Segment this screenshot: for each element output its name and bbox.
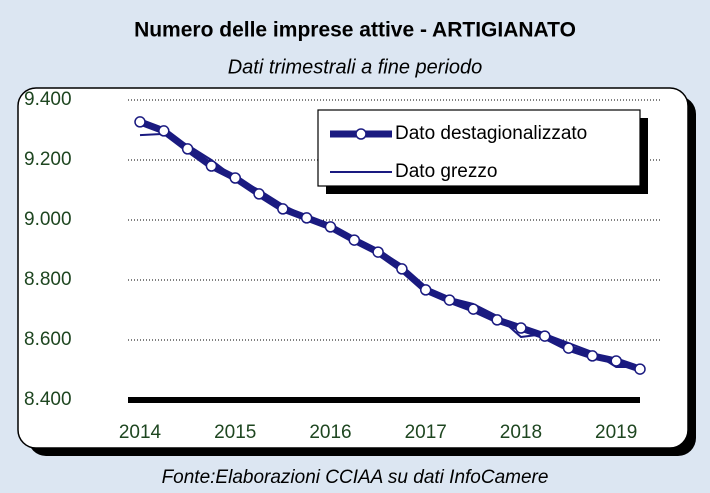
y-tick-label: 9.400	[24, 89, 72, 110]
legend-marker	[356, 129, 366, 139]
data-point	[445, 295, 455, 305]
data-point	[373, 247, 383, 257]
data-point	[397, 264, 407, 274]
x-tick-label: 2019	[595, 422, 637, 443]
data-point	[230, 173, 240, 183]
data-point	[564, 343, 574, 353]
source-note: Fonte:Elaborazioni CCIAA su dati InfoCam…	[162, 467, 549, 488]
y-tick-label: 9.000	[24, 209, 72, 230]
data-point	[159, 126, 169, 136]
chart: Numero delle imprese attive - ARTIGIANAT…	[0, 0, 710, 493]
data-point	[587, 351, 597, 361]
data-point	[635, 364, 645, 374]
x-axis	[128, 397, 640, 403]
data-point	[421, 285, 431, 295]
x-tick-label: 2016	[309, 422, 351, 443]
data-point	[349, 235, 359, 245]
data-point	[183, 144, 193, 154]
x-tick-label: 2017	[405, 422, 447, 443]
data-point	[516, 323, 526, 333]
legend-label: Dato destagionalizzato	[395, 123, 587, 144]
y-tick-label: 8.600	[24, 329, 72, 350]
data-point	[468, 304, 478, 314]
y-tick-label: 8.800	[24, 269, 72, 290]
data-point	[135, 117, 145, 127]
y-tick-label: 8.400	[24, 389, 72, 410]
data-point	[492, 315, 502, 325]
chart-subtitle: Dati trimestrali a fine periodo	[228, 56, 483, 78]
data-point	[254, 189, 264, 199]
page: {"chart_data": {"type": "line", "title":…	[0, 0, 710, 493]
y-tick-label: 9.200	[24, 149, 72, 170]
data-point	[540, 331, 550, 341]
data-point	[206, 161, 216, 171]
data-point	[325, 222, 335, 232]
x-tick-label: 2015	[214, 422, 256, 443]
data-point	[611, 356, 621, 366]
x-tick-label: 2014	[119, 422, 162, 443]
legend-label: Dato grezzo	[395, 161, 497, 182]
data-point	[302, 213, 312, 223]
chart-title: Numero delle imprese attive - ARTIGIANAT…	[134, 19, 576, 42]
x-tick-label: 2018	[500, 422, 542, 443]
data-point	[278, 204, 288, 214]
